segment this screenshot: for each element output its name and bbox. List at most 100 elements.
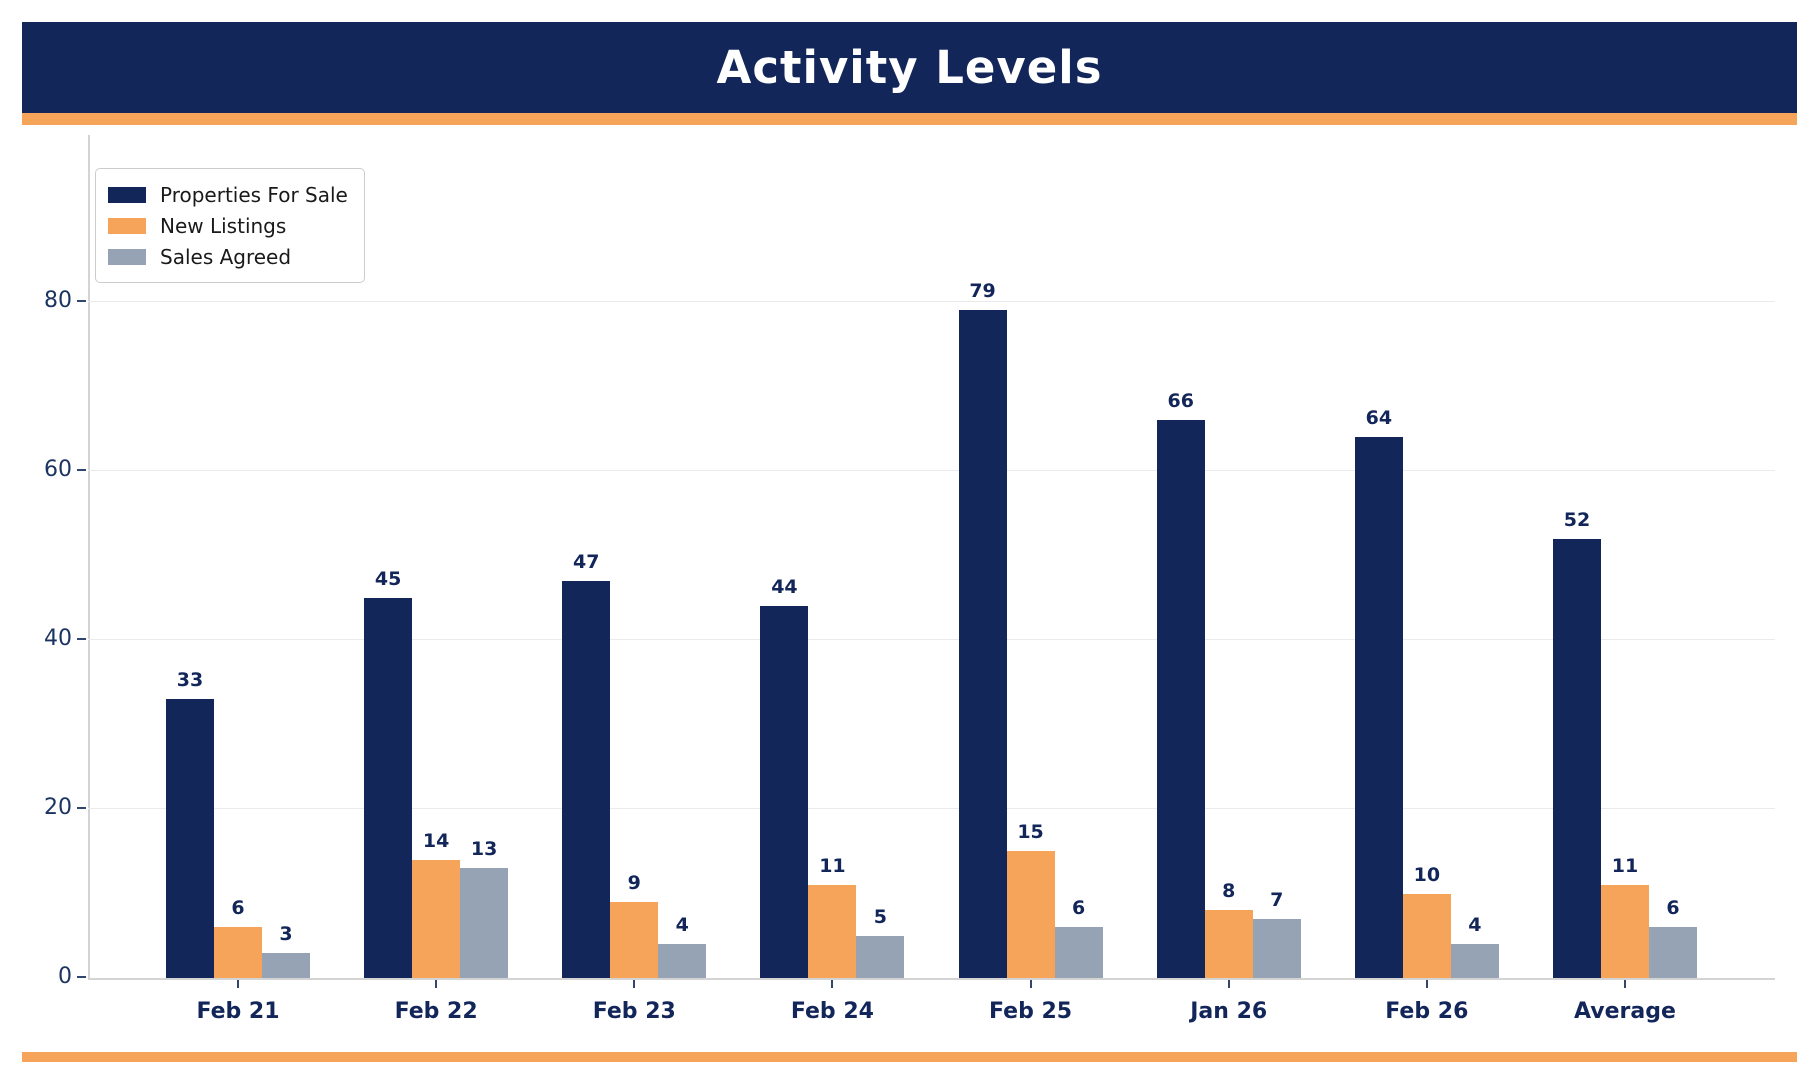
legend-item: New Listings [108,210,348,241]
x-axis-tick-mark [1029,980,1032,988]
bar-group: 79 15 6 Feb 25 [958,280,1103,1024]
bar-value-label: 4 [1468,914,1482,937]
x-axis-label: Feb 26 [1385,999,1469,1024]
bar: 11 [808,855,857,978]
x-axis-tick-mark [237,980,239,988]
y-axis-tick-label: 40 [44,626,72,651]
y-axis-tick-label: 20 [44,795,72,820]
bar-value-label: 9 [627,871,641,894]
legend-label: New Listings [160,213,287,238]
x-axis-tick-mark [1425,980,1428,988]
x-axis-label: Feb 23 [592,999,676,1024]
legend-label: Properties For Sale [160,182,348,207]
bar: 45 [364,568,413,978]
bar: 66 [1156,390,1205,978]
legend-swatch-navy-icon [108,186,146,203]
y-axis-tick-mark [77,299,86,302]
x-axis-label: Feb 25 [989,999,1073,1024]
x-axis-spine [88,978,1775,980]
bar: 52 [1552,509,1601,978]
y-axis-tick-label: 60 [44,457,72,482]
gridline [88,301,1775,302]
bar-value-label: 45 [374,567,402,590]
bar-value-label: 52 [1563,508,1591,531]
bar-value-label: 6 [1071,897,1086,920]
x-axis-tick-mark [633,980,636,988]
legend: Properties For Sale New Listings Sales A… [95,168,365,283]
bar: 33 [166,669,214,978]
bar: 5 [856,906,905,978]
bar-value-label: 8 [1222,880,1236,903]
y-axis-tick-mark [77,468,86,471]
y-axis-tick: 0 [20,964,86,989]
bar-group: 45 14 13 Feb 22 [364,568,509,1024]
bar-value-label: 5 [873,905,888,928]
bar-value-label: 66 [1167,390,1194,413]
bar-value-label: 10 [1413,863,1441,886]
legend-label: Sales Agreed [160,244,292,269]
y-axis-tick: 40 [20,626,86,651]
bar: 6 [1054,897,1103,978]
legend-item: Properties For Sale [108,179,348,210]
bar: 11 [1600,855,1649,978]
bar: 10 [1402,864,1451,978]
bar: 47 [562,551,611,978]
bar: 6 [1648,897,1697,978]
bar-value-label: 4 [675,914,689,937]
bar: 9 [610,872,659,978]
bar-value-label: 47 [573,550,600,573]
bar: 6 [214,897,262,978]
y-axis-tick-mark [77,975,86,978]
bar: 7 [1252,889,1301,978]
bars-row: 33 6 3 Feb 21 45 14 13 Feb 22 47 9 4 Feb 23 44 11 5 Feb… [88,135,1775,1024]
bar-value-label: 44 [771,576,798,599]
bar-value-label: 11 [819,855,846,878]
bar-value-label: 15 [1017,821,1044,844]
legend-item: Sales Agreed [108,241,348,272]
bar: 8 [1204,880,1253,978]
legend-swatch-gray-icon [108,248,146,265]
y-axis-tick: 20 [20,795,86,820]
x-axis-label: Feb 22 [394,999,478,1024]
x-axis-label: Feb 21 [196,999,280,1024]
x-axis-tick-mark [1227,980,1230,988]
bar-value-label: 11 [1611,855,1639,878]
y-axis-tick-mark [77,806,86,809]
bar-value-label: 6 [231,897,245,920]
x-axis-tick-mark [435,980,438,988]
bar: 14 [412,830,461,978]
x-axis-label: Average [1574,999,1676,1024]
gridline [88,470,1775,471]
y-axis-tick: 80 [20,288,86,313]
footer-accent-bar [22,1052,1797,1062]
bar-value-label: 13 [470,838,498,861]
x-axis-tick-mark [831,980,834,988]
gridline [88,639,1775,640]
bar: 4 [1450,914,1499,978]
bar-group: 47 9 4 Feb 23 [562,551,707,1024]
y-axis-tick: 60 [20,457,86,482]
bar: 64 [1354,407,1403,978]
chart-area: 33 6 3 Feb 21 45 14 13 Feb 22 47 9 4 Feb 23 44 11 5 Feb… [88,135,1775,1024]
header-accent-stripe [22,113,1797,125]
bar: 13 [460,838,509,978]
gridline [88,808,1775,809]
bar-value-label: 33 [176,669,204,692]
x-axis-tick-mark [1623,980,1626,988]
x-axis-label: Feb 24 [790,999,874,1024]
page-title: Activity Levels [716,41,1103,94]
bar-group: 44 11 5 Feb 24 [760,576,905,1024]
bar: 4 [658,914,707,978]
y-axis-tick-label: 0 [58,964,72,989]
bar-value-label: 14 [422,829,450,852]
y-axis-tick-mark [77,637,86,640]
bar-group: 33 6 3 Feb 21 [166,669,310,1024]
y-axis-spine [88,135,90,978]
bar: 15 [1006,821,1055,978]
y-axis-tick-label: 80 [44,288,72,313]
bar-group: 52 11 6 Average [1552,509,1697,1024]
bar-value-label: 7 [1270,888,1284,911]
bar-value-label: 3 [279,922,293,945]
bar-value-label: 64 [1365,407,1393,430]
